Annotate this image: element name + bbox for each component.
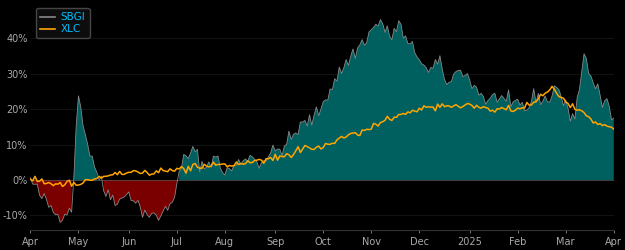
Legend: SBGI, XLC: SBGI, XLC bbox=[36, 8, 89, 38]
